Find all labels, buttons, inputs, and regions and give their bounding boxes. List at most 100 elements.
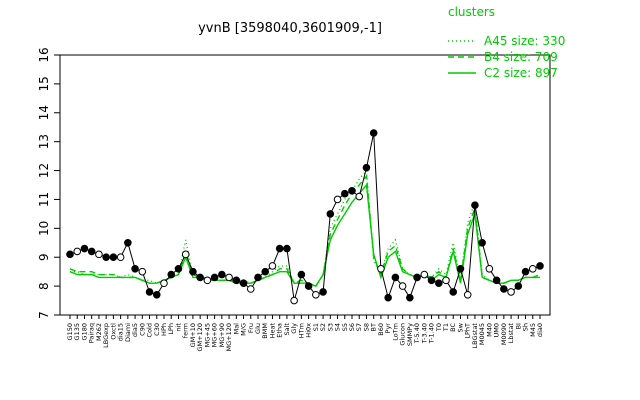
- x-tick-label: LoTm: [391, 323, 399, 341]
- legend-entry-label: A45 size: 330: [484, 34, 565, 48]
- data-point: [109, 253, 118, 262]
- chart-title: yvnB [3598040,3601909,-1]: [198, 21, 382, 36]
- x-tick-label: Sw: [456, 322, 464, 332]
- y-tick-label: 13: [37, 134, 51, 149]
- legend-title: clusters: [448, 5, 495, 19]
- data-point: [478, 238, 486, 247]
- data-point: [189, 267, 197, 276]
- data-points: [66, 129, 544, 305]
- x-tick-label: MG+120: [225, 323, 233, 352]
- data-point: [283, 244, 291, 253]
- data-point: [145, 288, 154, 296]
- data-point: [456, 264, 465, 273]
- y-tick-label: 15: [37, 76, 51, 91]
- data-point: [492, 276, 501, 285]
- x-tick-label: BT: [370, 323, 378, 331]
- y-tick-label: 9: [37, 253, 51, 261]
- x-tick-label: S7: [355, 323, 363, 331]
- data-point: [449, 288, 458, 296]
- y-tick-label: 10: [37, 221, 51, 236]
- data-point: [73, 247, 82, 256]
- x-tick-label: C30: [153, 323, 161, 336]
- data-point: [239, 279, 248, 288]
- x-tick-label: LBGexp: [102, 323, 110, 348]
- data-point: [362, 163, 371, 172]
- data-point: [304, 282, 313, 290]
- data-point: [319, 288, 327, 296]
- x-tick-label: Gly: [290, 323, 298, 334]
- data-point: [463, 290, 472, 299]
- data-point: [528, 264, 537, 273]
- plot-frame: [59, 54, 551, 316]
- data-point: [80, 244, 89, 253]
- data-point: [275, 244, 284, 253]
- x-tick-label: LPh: [167, 323, 175, 335]
- x-tick-label: Sh: [522, 323, 530, 331]
- x-tick-label: Fru: [247, 323, 255, 333]
- x-tick-label: Hi0x: [305, 323, 313, 338]
- x-tick-label: S3: [326, 323, 334, 331]
- data-point: [514, 282, 523, 290]
- data-point: [355, 192, 364, 201]
- data-point: [232, 276, 241, 285]
- data-point: [297, 270, 306, 279]
- x-tick-label: T0: [435, 323, 443, 332]
- data-point: [268, 262, 277, 270]
- data-point: [521, 267, 530, 276]
- x-tick-label: C90: [138, 323, 146, 336]
- data-point: [138, 267, 147, 276]
- x-tick-label: GM+10: [189, 323, 197, 347]
- legend: clusters A45 size: 330 B4 size: 709 C2 siz…: [448, 5, 565, 80]
- data-point: [398, 282, 407, 290]
- x-tick-label: LPhT: [464, 323, 472, 339]
- x-tick-label: T-1.40: [428, 323, 436, 344]
- y-axis: 7 8 9 10 11 12 13 14 15 16: [37, 47, 60, 319]
- x-tick-label: Heat: [268, 323, 276, 339]
- data-point: [391, 273, 400, 282]
- data-point: [485, 264, 494, 273]
- data-point: [246, 285, 255, 293]
- data-point: [95, 250, 103, 259]
- x-tick-label: Glucon: [399, 323, 407, 346]
- data-point: [66, 250, 74, 259]
- data-point: [326, 210, 335, 218]
- x-tick-label: MG+45: [203, 323, 211, 347]
- x-tick-label: GM+120: [196, 323, 204, 352]
- x-tick-label: HTm: [297, 323, 305, 338]
- data-point: [536, 262, 544, 270]
- y-tick-label: 14: [37, 105, 51, 120]
- x-tick-label: M262: [95, 323, 103, 341]
- x-tick-label: G150: [66, 323, 74, 340]
- x-axis: G150 G135 G180 Pairaq M262 LBGexp Oxctl dia15 Di…: [66, 315, 544, 352]
- x-tick-label: Lbstat: [507, 323, 515, 344]
- series-line-c2: [69, 183, 540, 287]
- x-tick-label: T1: [442, 323, 450, 332]
- data-point: [131, 264, 139, 273]
- data-point: [174, 264, 183, 273]
- x-tick-label: Pairaq: [88, 323, 96, 343]
- y-tick-label: 7: [37, 311, 51, 319]
- x-tick-label: S8: [362, 323, 370, 331]
- x-tick-label: T-5.40: [413, 323, 421, 344]
- x-tick-label: M40: [485, 323, 493, 337]
- data-point: [203, 276, 212, 285]
- data-point: [500, 285, 508, 293]
- data-point: [333, 195, 342, 204]
- x-tick-label: MG+90: [218, 323, 226, 347]
- y-tick-label: 16: [37, 47, 51, 62]
- x-tick-label: S4: [334, 323, 342, 331]
- data-point: [218, 270, 226, 279]
- x-tick-label: G180: [80, 323, 88, 340]
- data-point: [124, 238, 132, 247]
- data-point: [225, 273, 233, 282]
- data-point: [261, 267, 270, 276]
- x-tick-label: SMMPy: [406, 323, 414, 346]
- data-point: [369, 129, 378, 137]
- x-tick-label: Pyr: [384, 323, 392, 334]
- data-point: [507, 288, 515, 296]
- x-tick-label: BMM: [261, 323, 269, 339]
- data-point: [406, 293, 414, 302]
- x-tick-label: Salt: [283, 323, 291, 336]
- data-point: [102, 253, 110, 262]
